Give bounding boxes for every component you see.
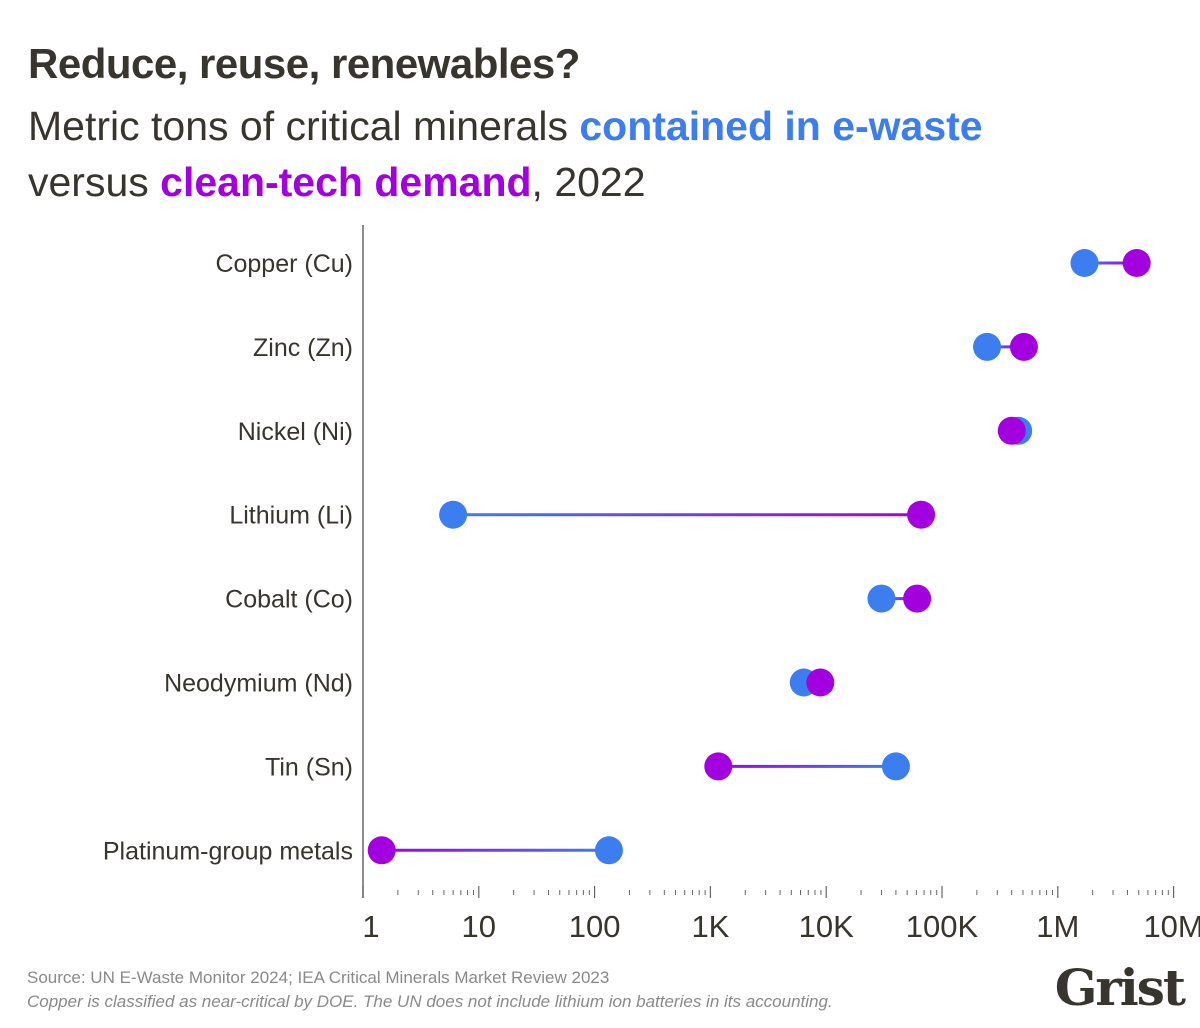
category-label: Platinum-group metals <box>103 837 353 865</box>
ewaste-dot <box>439 500 468 529</box>
note-text: Copper is classified as near-critical by… <box>27 992 833 1011</box>
demand-dot <box>1009 332 1038 361</box>
x-tick-label: 1 <box>362 909 379 944</box>
demand-dot <box>997 416 1026 445</box>
category-label: Tin (Sn) <box>265 753 353 781</box>
x-tick-label: 10 <box>462 909 496 944</box>
x-tick-label: 100K <box>906 909 979 944</box>
ewaste-dot <box>867 584 896 613</box>
footer: Source: UN E-Waste Monitor 2024; IEA Cri… <box>27 966 833 1014</box>
subtitle-text: Metric tons of critical minerals <box>28 103 580 149</box>
category-label: Zinc (Zn) <box>253 334 353 362</box>
x-tick-label: 1K <box>691 909 729 944</box>
legend-demand: clean-tech demand <box>160 159 532 205</box>
grist-logo: Grist <box>1054 958 1186 1017</box>
subtitle-text: , 2022 <box>531 159 646 205</box>
category-label: Cobalt (Co) <box>225 586 353 614</box>
source-text: Source: UN E-Waste Monitor 2024; IEA Cri… <box>27 968 610 987</box>
chart-subtitle: Metric tons of critical minerals contain… <box>28 98 1188 210</box>
demand-dot <box>903 584 932 613</box>
x-tick-label: 10M <box>1143 909 1200 944</box>
ewaste-dot <box>594 836 623 865</box>
category-label: Neodymium (Nd) <box>164 670 353 698</box>
subtitle-text: versus <box>28 159 161 205</box>
category-label: Copper (Cu) <box>215 250 353 278</box>
chart-title: Reduce, reuse, renewables? <box>28 40 580 87</box>
demand-dot <box>806 668 835 697</box>
demand-dot <box>367 836 396 865</box>
demand-dot <box>907 500 936 529</box>
legend-ewaste: contained in e-waste <box>579 103 983 149</box>
ewaste-dot <box>881 752 910 781</box>
demand-dot <box>1122 249 1151 277</box>
category-label: Lithium (Li) <box>229 502 353 530</box>
x-tick-label: 100 <box>569 909 621 944</box>
x-tick-label: 10K <box>799 909 854 944</box>
demand-dot <box>704 752 733 781</box>
x-tick-label: 1M <box>1036 909 1079 944</box>
ewaste-dot <box>1070 249 1099 277</box>
category-label: Nickel (Ni) <box>238 418 353 446</box>
ewaste-dot <box>973 332 1002 361</box>
